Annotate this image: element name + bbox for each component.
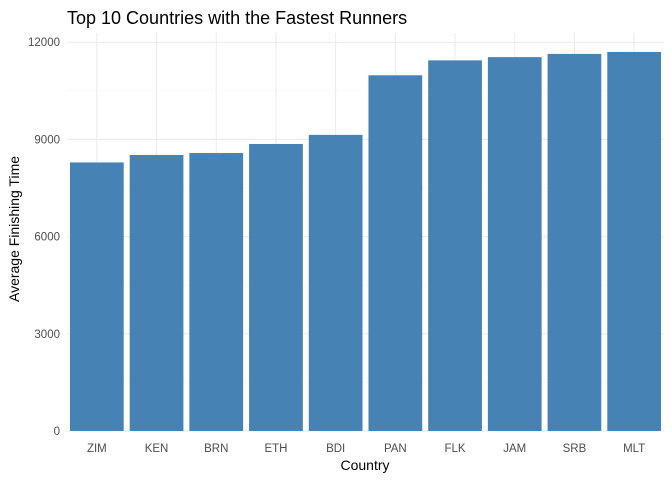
bar-eth [249,143,303,432]
bar-zim [69,162,124,431]
bars [69,51,662,432]
y-tick-label: 0 [54,426,60,438]
x-tick-label: SRB [563,443,587,455]
y-tick-label: 3000 [34,329,60,341]
x-tick-label: ZIM [87,443,107,455]
chart-title: Top 10 Countries with the Fastest Runner… [67,8,407,28]
x-tick-label: BDI [326,443,345,455]
x-tick-label: KEN [145,443,169,455]
x-axis-ticks: ZIM KEN BRN ETH BDI PAN FLK JAM SRB MLT [87,443,645,455]
x-tick-label: BRN [204,443,228,455]
x-tick-label: FLK [445,443,466,455]
bar-brn [189,153,244,432]
x-tick-label: PAN [384,443,407,455]
x-tick-label: ETH [264,443,287,455]
bar-mlt [607,51,662,431]
x-tick-label: JAM [503,443,526,455]
y-tick-label: 9000 [34,134,60,146]
y-axis-ticks: 0 3000 6000 9000 12000 [28,37,60,438]
y-axis-title: Average Finishing Time [6,156,22,302]
bar-bdi [308,134,363,432]
x-tick-label: MLT [623,443,645,455]
bar-pan [368,75,423,432]
bar-flk [428,60,482,431]
bar-srb [547,53,602,432]
bar-jam [487,57,542,432]
y-tick-label: 6000 [34,232,60,244]
x-axis-title: Country [340,457,389,473]
y-tick-label: 12000 [28,37,60,49]
bar-ken [129,154,184,431]
